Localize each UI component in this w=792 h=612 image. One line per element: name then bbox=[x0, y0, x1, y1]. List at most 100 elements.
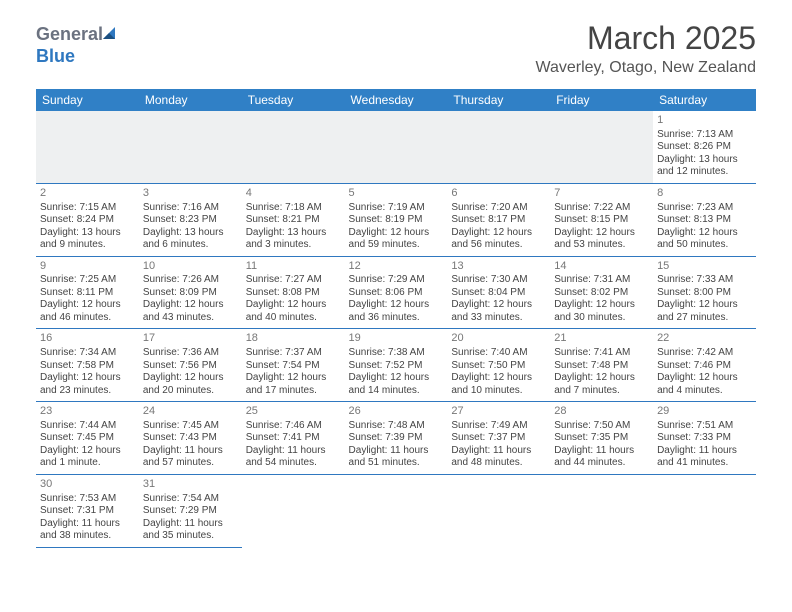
calendar-cell: 16Sunrise: 7:34 AMSunset: 7:58 PMDayligh… bbox=[36, 329, 139, 402]
cell-sunrise: Sunrise: 7:50 AM bbox=[554, 420, 649, 433]
cell-daylight1: Daylight: 11 hours bbox=[143, 445, 238, 458]
cell-daylight1: Daylight: 11 hours bbox=[246, 445, 341, 458]
cell-daylight2: and 57 minutes. bbox=[143, 457, 238, 470]
calendar-cell bbox=[242, 474, 345, 547]
day-number: 4 bbox=[246, 187, 341, 201]
cell-sunrise: Sunrise: 7:31 AM bbox=[554, 274, 649, 287]
day-number: 30 bbox=[40, 478, 135, 492]
calendar-week-row: 23Sunrise: 7:44 AMSunset: 7:45 PMDayligh… bbox=[36, 402, 756, 475]
calendar-cell: 5Sunrise: 7:19 AMSunset: 8:19 PMDaylight… bbox=[345, 183, 448, 256]
day-number: 12 bbox=[349, 260, 444, 274]
day-number: 20 bbox=[451, 332, 546, 346]
day-number: 6 bbox=[451, 187, 546, 201]
logo-text: General Blue bbox=[36, 24, 119, 66]
day-number: 13 bbox=[451, 260, 546, 274]
cell-daylight2: and 46 minutes. bbox=[40, 312, 135, 325]
cell-sunset: Sunset: 8:08 PM bbox=[246, 287, 341, 300]
calendar-cell: 2Sunrise: 7:15 AMSunset: 8:24 PMDaylight… bbox=[36, 183, 139, 256]
cell-daylight1: Daylight: 12 hours bbox=[657, 372, 752, 385]
calendar-cell bbox=[345, 111, 448, 183]
location-label: Waverley, Otago, New Zealand bbox=[535, 59, 756, 77]
calendar-cell: 11Sunrise: 7:27 AMSunset: 8:08 PMDayligh… bbox=[242, 256, 345, 329]
cell-sunset: Sunset: 7:58 PM bbox=[40, 360, 135, 373]
cell-daylight2: and 1 minute. bbox=[40, 457, 135, 470]
calendar-cell: 18Sunrise: 7:37 AMSunset: 7:54 PMDayligh… bbox=[242, 329, 345, 402]
cell-sunset: Sunset: 7:31 PM bbox=[40, 505, 135, 518]
cell-daylight1: Daylight: 12 hours bbox=[451, 299, 546, 312]
calendar-cell: 21Sunrise: 7:41 AMSunset: 7:48 PMDayligh… bbox=[550, 329, 653, 402]
cell-sunrise: Sunrise: 7:38 AM bbox=[349, 347, 444, 360]
cell-daylight2: and 40 minutes. bbox=[246, 312, 341, 325]
cell-sunrise: Sunrise: 7:48 AM bbox=[349, 420, 444, 433]
weekday-header: Friday bbox=[550, 89, 653, 111]
cell-daylight1: Daylight: 12 hours bbox=[40, 445, 135, 458]
cell-sunrise: Sunrise: 7:27 AM bbox=[246, 274, 341, 287]
calendar-cell: 22Sunrise: 7:42 AMSunset: 7:46 PMDayligh… bbox=[653, 329, 756, 402]
day-number: 22 bbox=[657, 332, 752, 346]
cell-daylight1: Daylight: 11 hours bbox=[40, 518, 135, 531]
cell-sunrise: Sunrise: 7:19 AM bbox=[349, 202, 444, 215]
calendar-cell bbox=[36, 111, 139, 183]
day-number: 16 bbox=[40, 332, 135, 346]
cell-daylight2: and 12 minutes. bbox=[657, 166, 752, 179]
cell-daylight2: and 51 minutes. bbox=[349, 457, 444, 470]
cell-sunrise: Sunrise: 7:51 AM bbox=[657, 420, 752, 433]
day-number: 26 bbox=[349, 405, 444, 419]
cell-sunset: Sunset: 8:24 PM bbox=[40, 214, 135, 227]
logo: General Blue bbox=[36, 24, 119, 67]
title-block: March 2025 Waverley, Otago, New Zealand bbox=[535, 20, 756, 77]
day-number: 23 bbox=[40, 405, 135, 419]
cell-sunset: Sunset: 7:39 PM bbox=[349, 432, 444, 445]
calendar-cell: 30Sunrise: 7:53 AMSunset: 7:31 PMDayligh… bbox=[36, 474, 139, 547]
cell-daylight2: and 44 minutes. bbox=[554, 457, 649, 470]
calendar-cell: 12Sunrise: 7:29 AMSunset: 8:06 PMDayligh… bbox=[345, 256, 448, 329]
cell-sunrise: Sunrise: 7:26 AM bbox=[143, 274, 238, 287]
cell-sunset: Sunset: 7:50 PM bbox=[451, 360, 546, 373]
cell-daylight1: Daylight: 12 hours bbox=[657, 227, 752, 240]
cell-sunrise: Sunrise: 7:53 AM bbox=[40, 493, 135, 506]
cell-daylight1: Daylight: 13 hours bbox=[657, 154, 752, 167]
sail-icon bbox=[101, 25, 119, 46]
calendar-cell: 31Sunrise: 7:54 AMSunset: 7:29 PMDayligh… bbox=[139, 474, 242, 547]
cell-sunset: Sunset: 8:26 PM bbox=[657, 141, 752, 154]
day-number: 9 bbox=[40, 260, 135, 274]
calendar-cell: 8Sunrise: 7:23 AMSunset: 8:13 PMDaylight… bbox=[653, 183, 756, 256]
cell-daylight1: Daylight: 12 hours bbox=[349, 372, 444, 385]
day-number: 17 bbox=[143, 332, 238, 346]
logo-general: General bbox=[36, 24, 103, 44]
calendar-body: 1Sunrise: 7:13 AMSunset: 8:26 PMDaylight… bbox=[36, 111, 756, 547]
weekday-header: Sunday bbox=[36, 89, 139, 111]
cell-sunrise: Sunrise: 7:36 AM bbox=[143, 347, 238, 360]
cell-sunset: Sunset: 8:06 PM bbox=[349, 287, 444, 300]
day-number: 8 bbox=[657, 187, 752, 201]
cell-sunrise: Sunrise: 7:45 AM bbox=[143, 420, 238, 433]
weekday-header: Saturday bbox=[653, 89, 756, 111]
day-number: 10 bbox=[143, 260, 238, 274]
cell-sunset: Sunset: 8:09 PM bbox=[143, 287, 238, 300]
calendar-cell: 4Sunrise: 7:18 AMSunset: 8:21 PMDaylight… bbox=[242, 183, 345, 256]
cell-sunrise: Sunrise: 7:18 AM bbox=[246, 202, 341, 215]
cell-daylight1: Daylight: 12 hours bbox=[246, 372, 341, 385]
cell-daylight1: Daylight: 13 hours bbox=[246, 227, 341, 240]
cell-sunrise: Sunrise: 7:22 AM bbox=[554, 202, 649, 215]
cell-sunrise: Sunrise: 7:34 AM bbox=[40, 347, 135, 360]
cell-daylight2: and 20 minutes. bbox=[143, 385, 238, 398]
cell-sunset: Sunset: 7:43 PM bbox=[143, 432, 238, 445]
calendar-cell bbox=[550, 474, 653, 547]
cell-daylight2: and 27 minutes. bbox=[657, 312, 752, 325]
calendar-cell: 15Sunrise: 7:33 AMSunset: 8:00 PMDayligh… bbox=[653, 256, 756, 329]
cell-daylight2: and 48 minutes. bbox=[451, 457, 546, 470]
cell-sunrise: Sunrise: 7:23 AM bbox=[657, 202, 752, 215]
calendar-cell: 7Sunrise: 7:22 AMSunset: 8:15 PMDaylight… bbox=[550, 183, 653, 256]
cell-sunset: Sunset: 7:56 PM bbox=[143, 360, 238, 373]
cell-sunrise: Sunrise: 7:29 AM bbox=[349, 274, 444, 287]
calendar-cell: 1Sunrise: 7:13 AMSunset: 8:26 PMDaylight… bbox=[653, 111, 756, 183]
day-number: 27 bbox=[451, 405, 546, 419]
calendar-cell bbox=[242, 111, 345, 183]
cell-sunset: Sunset: 7:35 PM bbox=[554, 432, 649, 445]
cell-daylight2: and 35 minutes. bbox=[143, 530, 238, 543]
cell-daylight2: and 53 minutes. bbox=[554, 239, 649, 252]
cell-sunset: Sunset: 7:48 PM bbox=[554, 360, 649, 373]
calendar-cell: 17Sunrise: 7:36 AMSunset: 7:56 PMDayligh… bbox=[139, 329, 242, 402]
cell-sunset: Sunset: 8:21 PM bbox=[246, 214, 341, 227]
